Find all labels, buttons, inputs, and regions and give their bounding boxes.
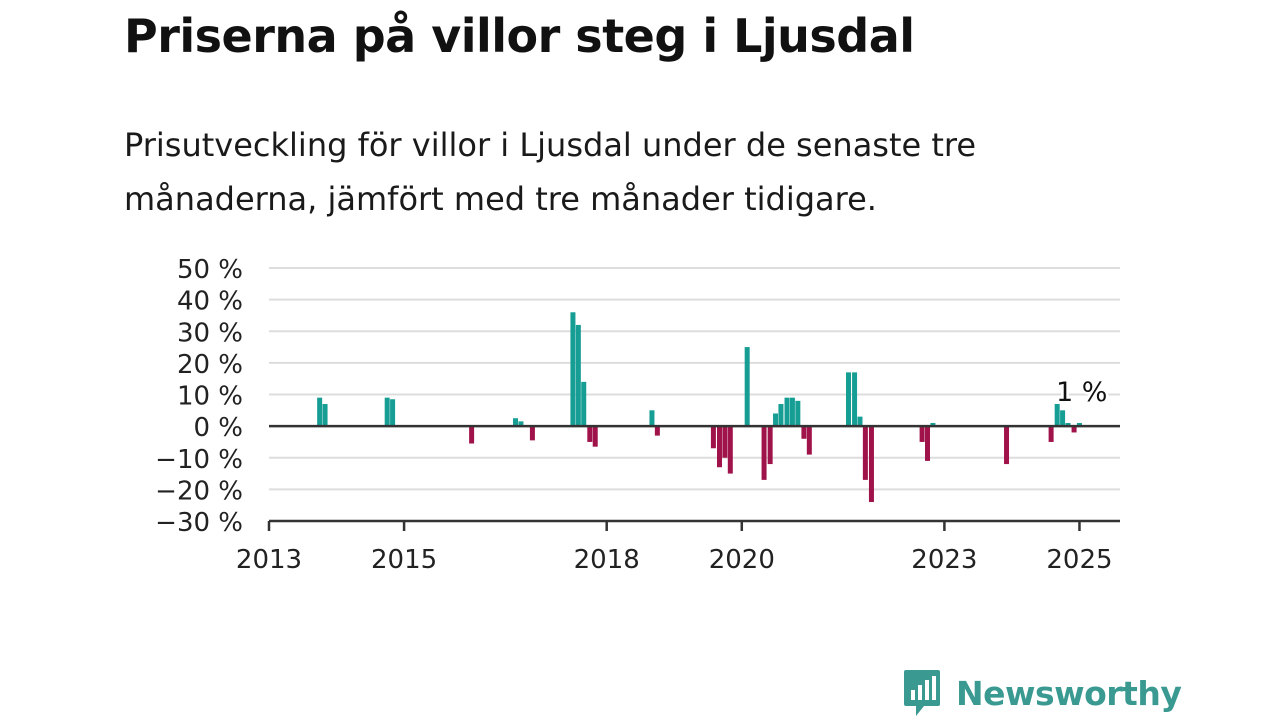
annotation-label: 1 %	[1056, 377, 1107, 408]
bar	[581, 381, 587, 427]
bar	[529, 426, 535, 441]
bar	[761, 426, 767, 480]
bar	[1076, 422, 1082, 427]
y-tick-label: 40 %	[177, 287, 243, 317]
bar	[806, 426, 812, 455]
newsworthy-logo-text: Newsworthy	[956, 673, 1182, 713]
bar	[1065, 422, 1071, 427]
bar	[384, 397, 390, 427]
x-tick-label: 2020	[709, 545, 775, 575]
bar	[868, 426, 874, 503]
bar	[716, 426, 722, 468]
bar	[710, 426, 716, 449]
bar	[518, 421, 524, 427]
y-tick-label: 0 %	[193, 413, 243, 443]
bar	[784, 397, 790, 427]
x-tick-label: 2013	[236, 545, 302, 575]
y-tick-label: 10 %	[177, 382, 243, 412]
bar	[649, 410, 655, 427]
bar	[469, 426, 475, 444]
bar	[587, 426, 593, 442]
bar	[575, 324, 581, 427]
y-tick-label: 20 %	[177, 350, 243, 380]
y-tick-label: −10 %	[155, 445, 243, 475]
bar	[852, 372, 858, 427]
bar	[773, 413, 779, 427]
x-tick-label: 2023	[911, 545, 977, 575]
newsworthy-logo-icon	[904, 670, 940, 716]
bar	[857, 416, 863, 427]
bar	[845, 372, 851, 427]
bar	[744, 347, 750, 427]
bar	[722, 426, 728, 458]
y-tick-label: 30 %	[177, 318, 243, 348]
newsworthy-logo: Newsworthy	[902, 668, 1182, 718]
bar	[390, 399, 396, 427]
y-tick-label: 50 %	[177, 255, 243, 285]
x-tick-label: 2018	[574, 545, 640, 575]
bar	[317, 397, 323, 427]
bar	[801, 426, 807, 439]
bar	[322, 403, 328, 427]
x-tick-label: 2025	[1046, 545, 1112, 575]
chart-title: Priserna på villor steg i Ljusdal	[124, 9, 915, 63]
bar	[789, 397, 795, 427]
bar	[778, 403, 784, 427]
bar	[795, 400, 801, 427]
bar	[862, 426, 868, 480]
y-tick-label: −20 %	[155, 476, 243, 506]
x-tick-label: 2015	[371, 545, 437, 575]
bar	[1048, 426, 1054, 442]
bar	[592, 426, 598, 447]
bar	[930, 422, 936, 427]
bar	[1071, 426, 1077, 433]
bar	[727, 426, 733, 474]
bar	[1004, 426, 1010, 465]
bar	[925, 426, 931, 461]
bar	[767, 426, 773, 465]
bar	[919, 426, 925, 442]
y-tick-label: −30 %	[155, 508, 243, 538]
bar	[513, 418, 519, 427]
bar	[570, 312, 576, 427]
bar	[1060, 410, 1066, 427]
bar	[654, 426, 660, 436]
bar	[1054, 403, 1060, 427]
chart-subtitle: Prisutveckling för villor i Ljusdal unde…	[124, 126, 977, 218]
